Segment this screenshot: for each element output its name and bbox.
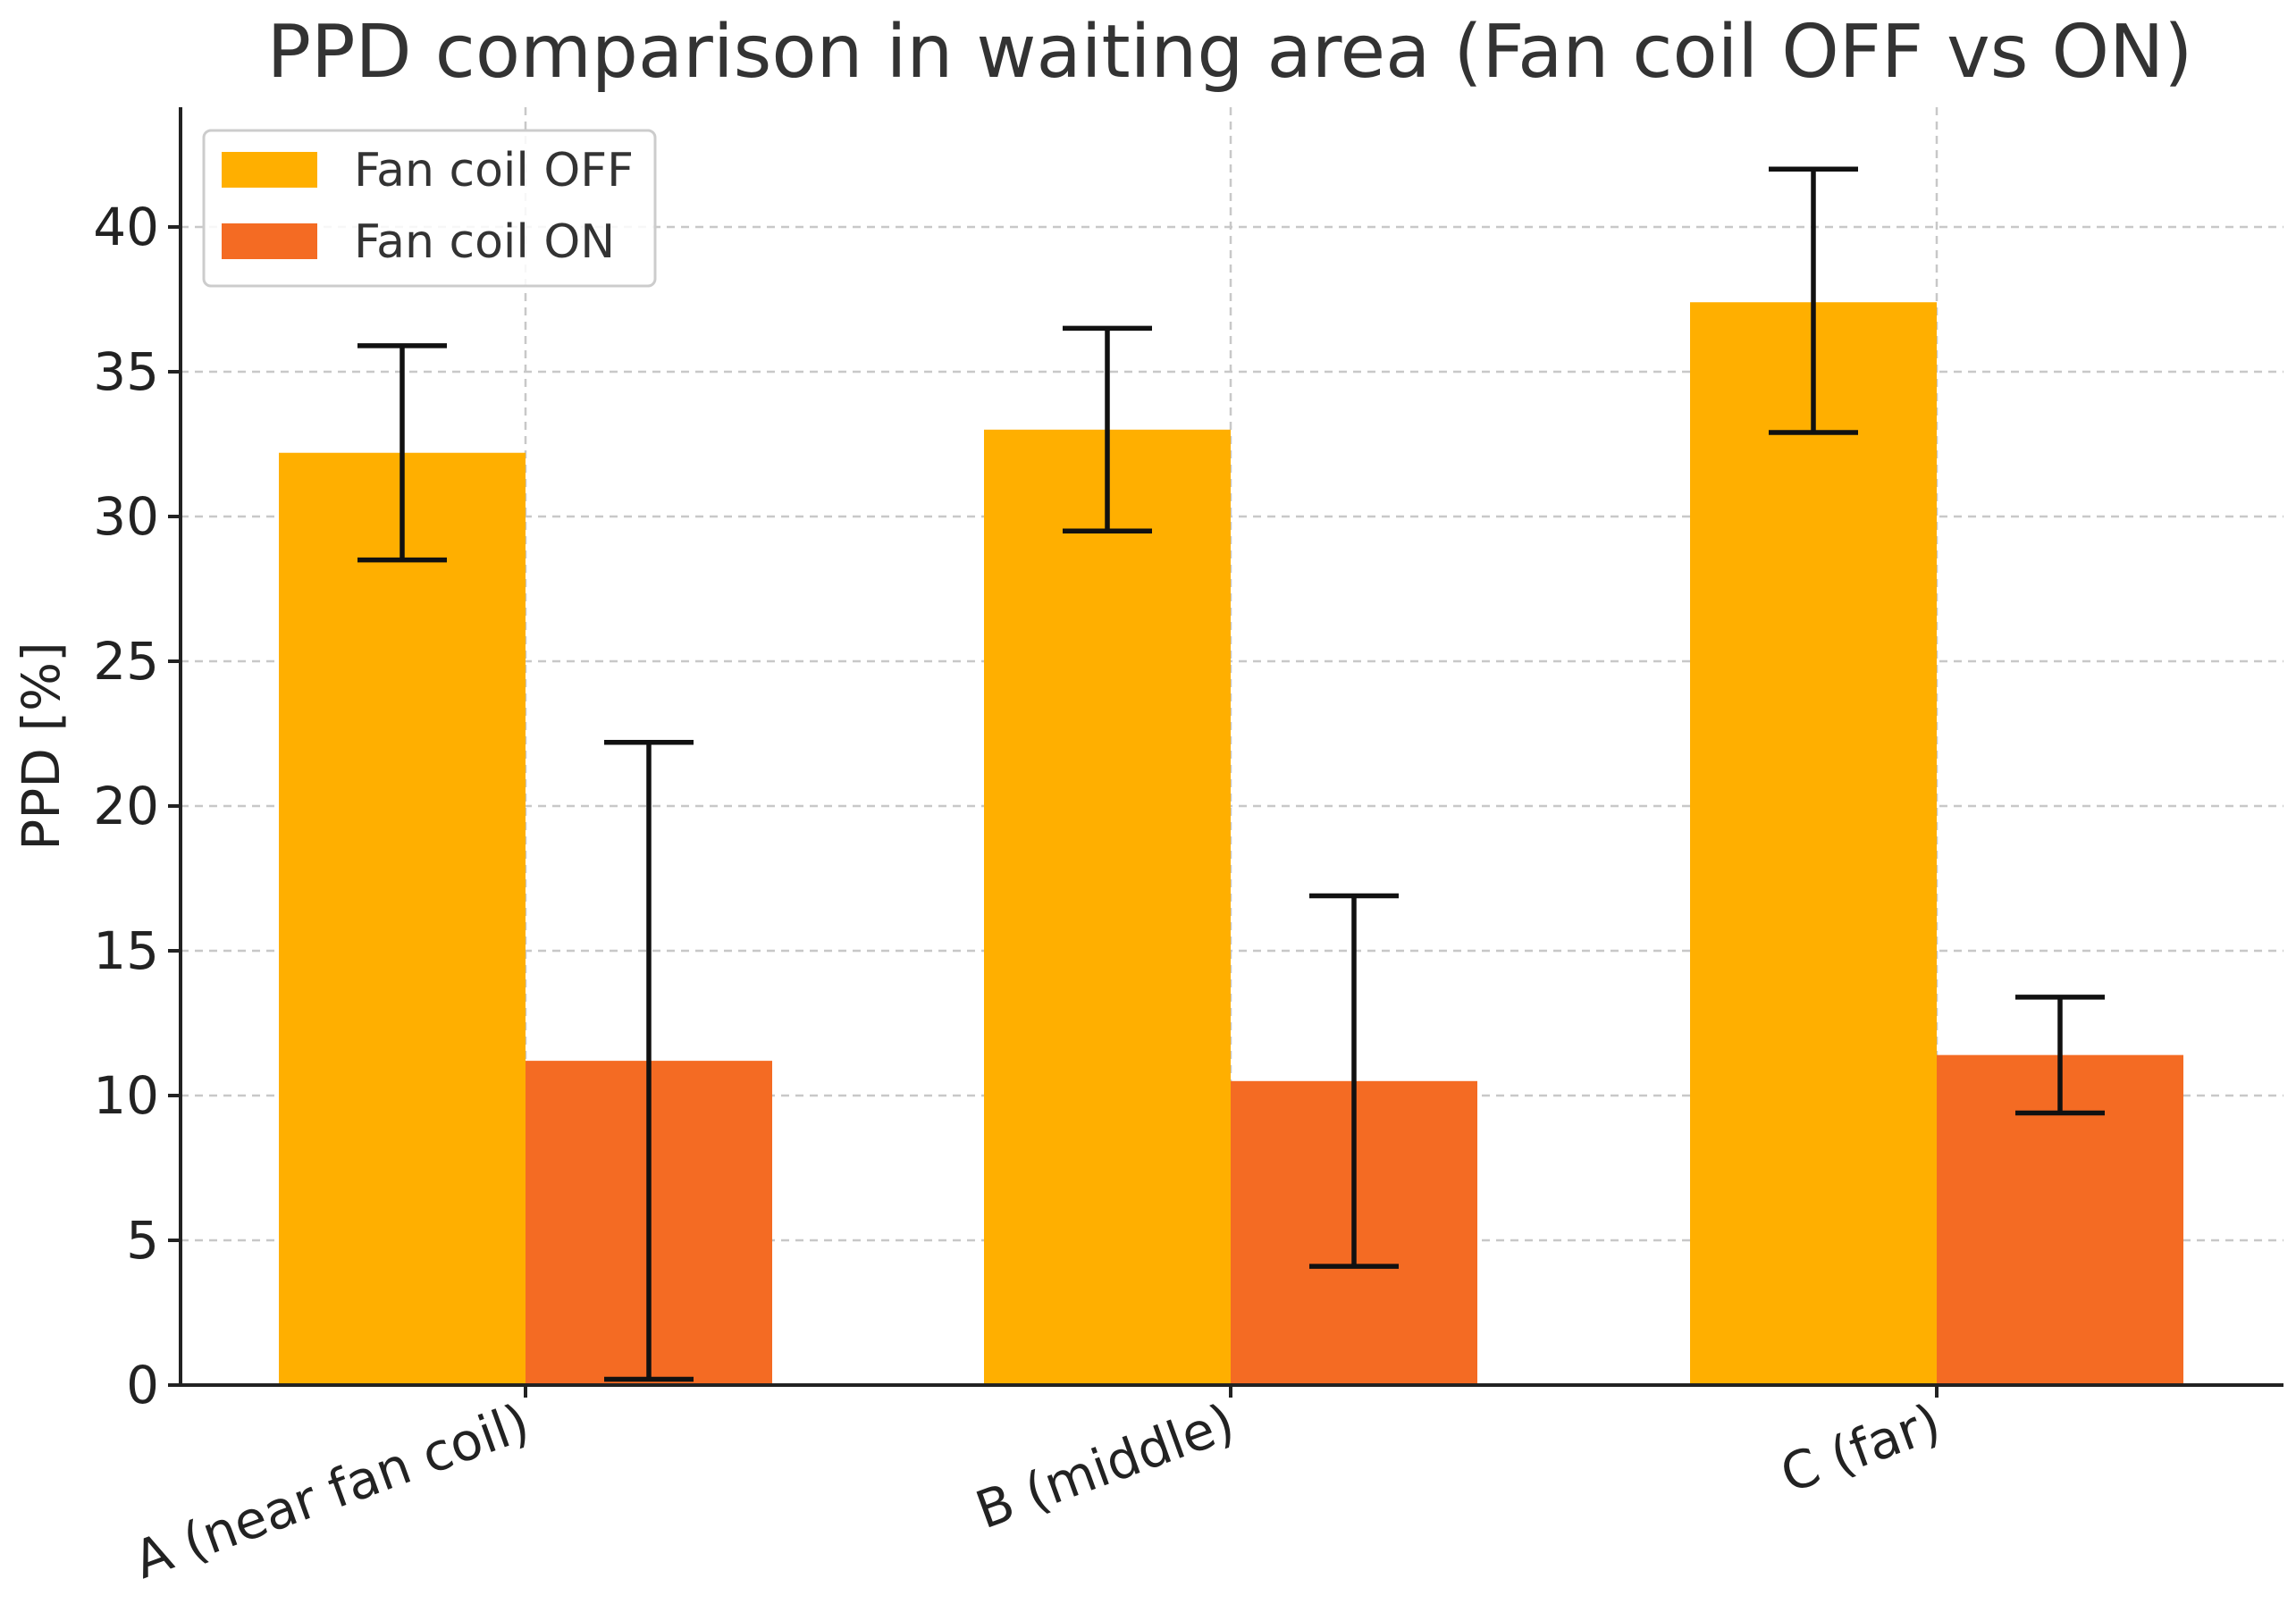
- legend-label: Fan coil ON: [354, 215, 615, 269]
- y-tick-label: 0: [126, 1355, 159, 1415]
- bar-fan-coil-off: [1690, 302, 1937, 1385]
- legend: Fan coil OFF Fan coil ON: [202, 129, 657, 288]
- legend-label: Fan coil OFF: [354, 144, 634, 197]
- bar-fan-coil-off: [279, 452, 526, 1386]
- y-tick-label: 15: [93, 920, 159, 981]
- x-tick-label: B (middle): [968, 1391, 1242, 1541]
- chart-title: PPD comparison in waiting area (Fan coil…: [267, 10, 2193, 95]
- y-tick-label: 40: [93, 197, 159, 257]
- y-tick-label: 30: [93, 486, 159, 547]
- bar-fan-coil-off: [984, 429, 1231, 1385]
- y-tick-label: 10: [93, 1065, 159, 1126]
- y-axis-label: PPD [%]: [11, 642, 71, 850]
- legend-swatch: [222, 223, 317, 259]
- x-tick-label: A (near fan coil): [126, 1391, 537, 1591]
- legend-swatch: [222, 152, 317, 188]
- y-tick-label: 5: [126, 1210, 159, 1271]
- axes: [168, 107, 2283, 1398]
- y-tick-label: 35: [93, 341, 159, 402]
- bars: [279, 302, 2183, 1386]
- y-tick-label: 25: [93, 631, 159, 692]
- y-tick-label: 20: [93, 776, 159, 836]
- x-tick-label: C (far): [1773, 1391, 1948, 1505]
- error-bars: [357, 166, 2105, 1382]
